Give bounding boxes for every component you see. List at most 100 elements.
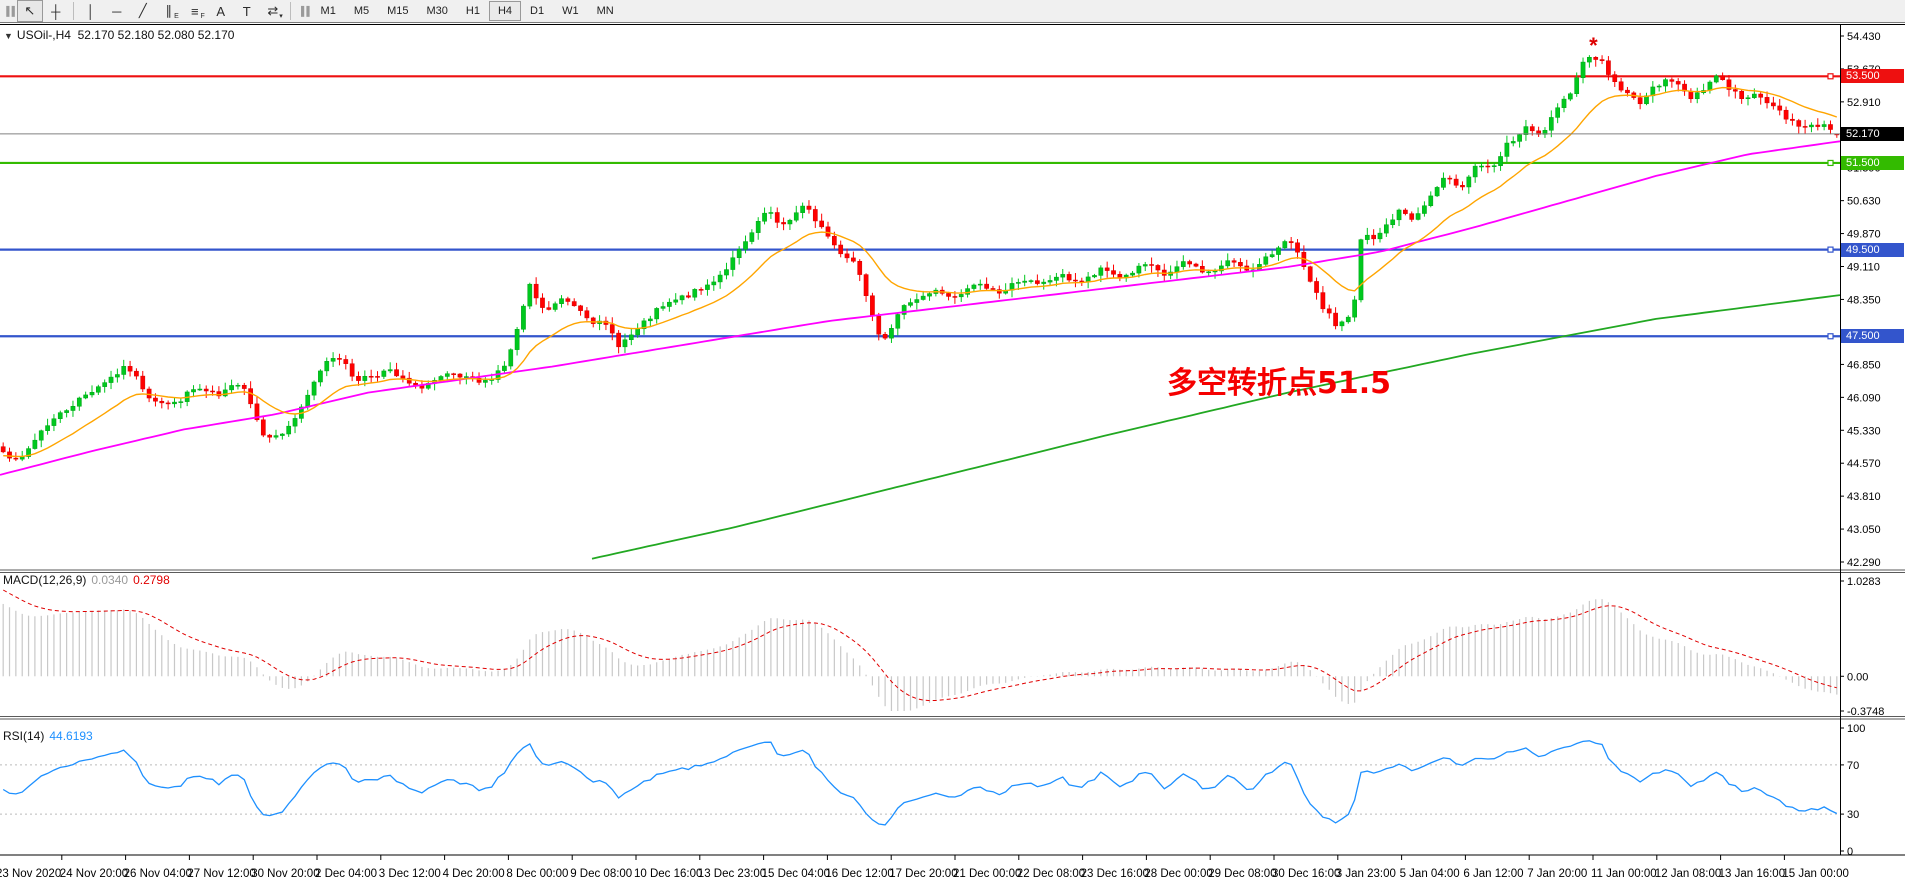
svg-text:30: 30 [1847,809,1859,821]
svg-text:15 Jan 00:00: 15 Jan 00:00 [1782,868,1849,880]
svg-text:13 Jan 16:00: 13 Jan 16:00 [1719,868,1786,880]
arrows-icon: ⇄ [267,3,279,18]
tool-horizontal-line[interactable]: ─ [104,0,130,22]
tool-equidistant-channel[interactable]: ∥ E [165,3,179,20]
text-icon: A [216,3,226,19]
tool-vertical-line[interactable]: │ [78,0,104,22]
svg-text:46.090: 46.090 [1847,392,1881,404]
svg-text:50.630: 50.630 [1847,196,1881,208]
tool-trendline[interactable]: ╱ [130,0,156,22]
svg-text:29 Dec 08:00: 29 Dec 08:00 [1208,868,1276,880]
tool-crosshair[interactable]: ┼ [43,0,69,22]
svg-text:52.910: 52.910 [1847,97,1881,109]
svg-text:30 Nov 20:00: 30 Nov 20:00 [251,868,319,880]
svg-text:27 Nov 12:00: 27 Nov 12:00 [187,868,255,880]
timeframe-M1[interactable]: M1 [320,5,336,17]
symbol-dropdown-icon[interactable]: ▼ [4,31,13,41]
timeframes-group: M1 M5 M15 M30 H1 H4 D1 W1 MN [312,1,623,21]
horizontal-line-icon: ─ [112,3,122,19]
macd-signal-value: 0.2798 [133,573,170,587]
svg-text:10 Dec 16:00: 10 Dec 16:00 [634,868,702,880]
svg-text:13 Dec 23:00: 13 Dec 23:00 [698,868,766,880]
star-marker: * [1589,33,1598,58]
timeframe-W1[interactable]: W1 [562,5,579,17]
svg-text:24 Nov 20:00: 24 Nov 20:00 [60,868,128,880]
chart-title: ▼ USOil-,H4 52.170 52.180 52.080 52.170 [4,28,234,42]
svg-text:-0.3748: -0.3748 [1847,706,1884,718]
macd-main-value: 0.0340 [91,573,129,587]
svg-text:22 Dec 08:00: 22 Dec 08:00 [1017,868,1085,880]
crosshair-icon: ┼ [51,3,61,19]
timeframe-H1[interactable]: H1 [465,5,480,17]
chart-area[interactable]: *54.43053.67052.91052.15051.39050.63049.… [0,24,1905,896]
toolbar: ▐▐ ↖ ┼ │ ─ ╱ ∥ E ≡ F A T ⇄ ▾ ▐▐ M1 M5 M15 M30 H1 H4 D1 W1 MN [0,0,1905,23]
timeframe-MN[interactable]: MN [596,5,614,17]
price-badge-47.500: 47.500 [1841,329,1904,343]
svg-text:28 Dec 00:00: 28 Dec 00:00 [1144,868,1212,880]
timeframe-M5[interactable]: M5 [353,5,370,17]
trendline-icon: ╱ [138,3,147,18]
chart-text-annotation: 多空转折点51.5 [1167,366,1392,401]
timeframe-H4[interactable]: H4 [488,1,522,21]
timeframe-drag-handle[interactable]: ▐▐ [297,6,310,16]
svg-text:44.570: 44.570 [1847,458,1881,470]
tool-text[interactable]: A [208,0,234,22]
tool-text-label[interactable]: T [234,0,260,22]
tool-cursor[interactable]: ↖ [16,0,43,22]
vertical-line-icon: │ [86,3,95,19]
price-badge-51.500: 51.500 [1841,156,1904,170]
price-chart-svg[interactable]: *54.43053.67052.91052.15051.39050.63049.… [0,24,1905,896]
tool-fibonacci-retracement[interactable]: ≡ F [190,3,205,21]
macd-name: MACD(12,26,9) [3,573,87,587]
svg-text:54.430: 54.430 [1847,31,1881,43]
svg-text:7 Jan 20:00: 7 Jan 20:00 [1527,868,1587,880]
svg-text:0: 0 [1847,846,1853,858]
svg-text:8 Dec 00:00: 8 Dec 00:00 [506,868,568,880]
svg-text:42.290: 42.290 [1847,557,1881,569]
svg-text:26 Nov 04:00: 26 Nov 04:00 [124,868,192,880]
svg-text:11 Jan 00:00: 11 Jan 00:00 [1591,868,1657,880]
price-badge-53.500: 53.500 [1841,69,1904,83]
svg-text:4 Dec 20:00: 4 Dec 20:00 [443,868,505,880]
text-label-icon: T [242,3,251,19]
timeframe-M30[interactable]: M30 [426,5,448,17]
svg-text:100: 100 [1847,723,1865,735]
macd-indicator-label: MACD(12,26,9) 0.0340 0.2798 [3,573,170,587]
tool-arrows[interactable]: ⇄ ▾ [267,3,283,20]
svg-text:0.00: 0.00 [1847,671,1868,683]
svg-text:5 Jan 04:00: 5 Jan 04:00 [1400,868,1460,880]
svg-text:3 Jan 23:00: 3 Jan 23:00 [1336,868,1396,880]
svg-text:23 Dec 16:00: 23 Dec 16:00 [1081,868,1149,880]
svg-text:12 Jan 08:00: 12 Jan 08:00 [1655,868,1722,880]
svg-text:6 Jan 12:00: 6 Jan 12:00 [1463,868,1523,880]
toolbar-separator [289,2,291,20]
rsi-indicator-label: RSI(14) 44.6193 [3,729,93,743]
svg-text:46.850: 46.850 [1847,359,1881,371]
svg-text:48.350: 48.350 [1847,294,1881,306]
timeframe-D1[interactable]: D1 [530,5,545,17]
svg-text:1.0283: 1.0283 [1847,576,1881,588]
svg-text:43.050: 43.050 [1847,524,1881,536]
svg-text:70: 70 [1847,760,1859,772]
svg-text:17 Dec 20:00: 17 Dec 20:00 [889,868,957,880]
price-badge-current: 52.170 [1841,127,1904,141]
timeframe-M15[interactable]: M15 [387,5,409,17]
svg-text:2 Dec 04:00: 2 Dec 04:00 [315,868,377,880]
toolbar-drag-handle[interactable]: ▐▐ [3,6,15,16]
svg-text:23 Nov 2020: 23 Nov 2020 [0,868,61,880]
rsi-name: RSI(14) [3,729,45,743]
svg-text:43.810: 43.810 [1847,491,1881,503]
svg-text:45.330: 45.330 [1847,425,1881,437]
svg-text:15 Dec 04:00: 15 Dec 04:00 [762,868,830,880]
svg-text:49.870: 49.870 [1847,229,1881,241]
svg-text:21 Dec 00:00: 21 Dec 00:00 [953,868,1021,880]
fibonacci-retracement-icon: ≡ [190,3,199,19]
svg-text:49.110: 49.110 [1847,262,1880,274]
drawing-tools-group: ↖ ┼ │ ─ ╱ ∥ E ≡ F A T ⇄ ▾ [16,0,286,22]
svg-text:9 Dec 08:00: 9 Dec 08:00 [570,868,632,880]
rsi-value: 44.6193 [49,729,93,743]
equidistant-channel-icon: ∥ [165,3,173,18]
svg-text:3 Dec 12:00: 3 Dec 12:00 [379,868,441,880]
cursor-icon: ↖ [24,3,36,18]
toolbar-separator [72,2,74,20]
